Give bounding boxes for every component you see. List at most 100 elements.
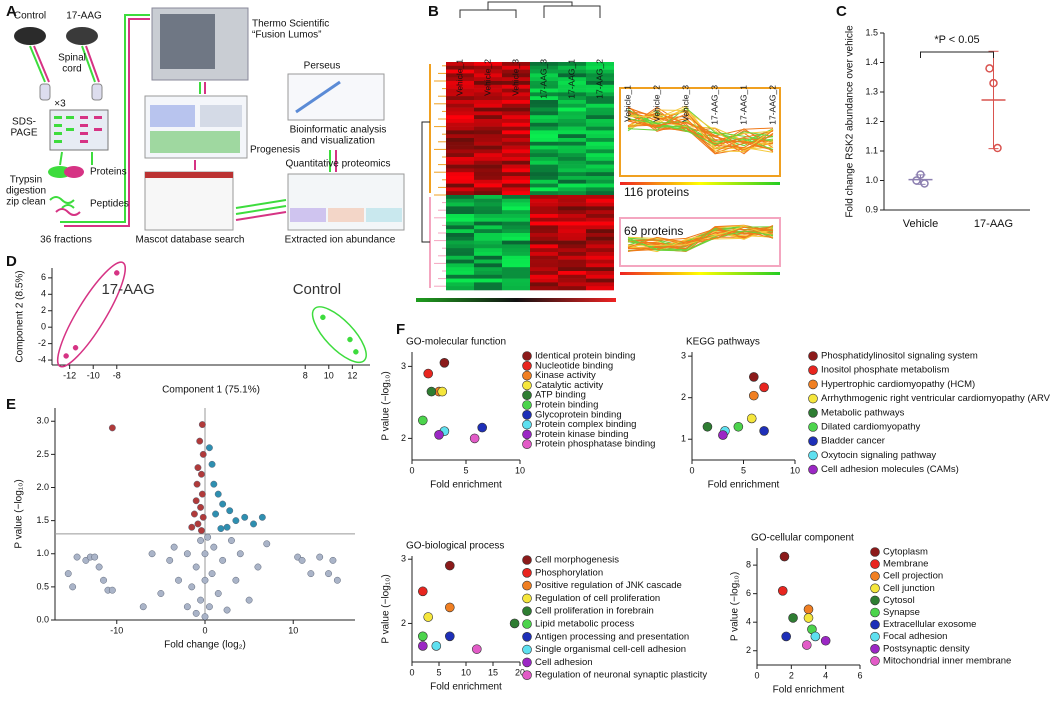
heatmap-cell <box>530 153 558 158</box>
heatmap-cell <box>586 134 614 139</box>
heatmap-cell <box>474 138 502 143</box>
workflow-label: Peptides <box>90 199 129 210</box>
heatmap-cell <box>558 214 586 219</box>
column-label: 17-AAG_3 <box>538 59 548 99</box>
legend-label: Cell morphogenesis <box>535 555 619 566</box>
heatmap-cell <box>530 282 558 287</box>
legend-label: Cell proliferation in forebrain <box>535 606 654 617</box>
heatmap-cell <box>502 255 530 260</box>
heatmap-cell <box>586 240 614 245</box>
heatmap-cell <box>530 263 558 268</box>
x-tick-label: 12 <box>347 370 357 380</box>
workflow-art <box>14 7 405 231</box>
heatmap-cell <box>446 176 474 181</box>
column-label: Vehicle_2 <box>482 59 492 96</box>
heatmap-cell <box>474 282 502 287</box>
y-axis-label: Fold change RSK2 abundance over vehicle <box>845 25 856 218</box>
legend-marker <box>808 379 818 390</box>
heatmap-cell <box>474 88 502 93</box>
heatmap-cell <box>558 244 586 249</box>
heatmap-cell <box>502 202 530 207</box>
column-label: 17-AAG_3 <box>709 85 719 125</box>
arrow <box>29 45 96 83</box>
heatmap-cell <box>502 100 530 105</box>
heatmap-cell <box>502 168 530 173</box>
heatmap-cell <box>446 153 474 158</box>
data-point <box>193 480 201 488</box>
data-point <box>223 606 231 614</box>
data-point <box>263 540 271 548</box>
data-point <box>439 357 450 368</box>
heatmap-cell <box>586 160 614 165</box>
heatmap-cell <box>530 157 558 162</box>
heatmap-cell <box>474 130 502 135</box>
legend-label: Single organismal cell-cell adhesion <box>535 644 686 655</box>
data-point <box>434 429 444 440</box>
heatmap-cell <box>474 126 502 131</box>
heatmap-cell <box>558 248 586 253</box>
heatmap-cell <box>474 210 502 215</box>
data-point <box>63 353 69 359</box>
data-point <box>201 613 209 621</box>
heatmap-cell <box>474 73 502 78</box>
gel-bands <box>54 116 74 143</box>
legend-marker <box>870 547 880 557</box>
heatmap-cell <box>502 278 530 283</box>
data-point <box>245 596 253 604</box>
x-axis-label: Fold change (log₂) <box>164 640 246 651</box>
heatmap-cell <box>502 77 530 82</box>
heatmap-cell <box>446 191 474 196</box>
heatmap-cell <box>474 65 502 70</box>
data-point <box>108 586 116 594</box>
data-point <box>444 560 455 571</box>
heatmap-cell <box>558 103 586 108</box>
heatmap-cell <box>474 92 502 97</box>
legend-label: ATP binding <box>535 390 586 401</box>
data-point <box>801 640 812 650</box>
data-point <box>228 537 235 544</box>
flow-line <box>60 14 150 223</box>
cluster-ellipse <box>311 306 367 364</box>
heatmap-cell <box>558 263 586 268</box>
heatmap-cell <box>502 176 530 181</box>
heatmap-cell <box>558 145 586 150</box>
data-point <box>718 430 728 440</box>
data-point <box>426 386 437 397</box>
data-point <box>72 344 79 351</box>
heatmap-cell <box>558 271 586 276</box>
heatmap-cell <box>586 183 614 188</box>
legend-marker <box>808 436 818 447</box>
heatmap-cell <box>530 248 558 253</box>
heatmap-cell <box>530 126 558 131</box>
heatmap-cell <box>446 267 474 272</box>
workflow-label: Control <box>14 11 46 22</box>
heatmap-cell <box>586 179 614 184</box>
heatmap-cell <box>530 122 558 127</box>
data-point <box>197 537 205 544</box>
data-point <box>912 176 921 185</box>
data-point <box>188 583 196 591</box>
heatmap-cell <box>586 81 614 86</box>
data-point <box>258 513 266 521</box>
legend-label: Phosphatidylinositol signaling system <box>821 351 978 362</box>
data-point <box>733 421 744 432</box>
x-tick-label: 10 <box>288 625 298 635</box>
legend-marker <box>808 407 818 418</box>
heatmap-cell <box>474 164 502 169</box>
software-screenshot <box>290 208 326 222</box>
workflow-label: SDS- <box>12 117 36 128</box>
heatmap-cell <box>474 217 502 222</box>
heatmap-cell <box>474 69 502 74</box>
heatmap-cell <box>530 100 558 105</box>
heatmap-cell <box>474 172 502 177</box>
data-point <box>820 635 831 646</box>
heatmap-cell <box>446 259 474 264</box>
heatmap-cell <box>446 160 474 165</box>
heatmap-cell <box>530 92 558 97</box>
x-tick-label: 2 <box>789 670 794 680</box>
heatmap-cell <box>586 119 614 124</box>
legend-marker <box>870 631 880 642</box>
mouse-icon <box>14 27 46 45</box>
heatmap-cell <box>530 214 558 219</box>
legend-marker <box>522 360 532 371</box>
